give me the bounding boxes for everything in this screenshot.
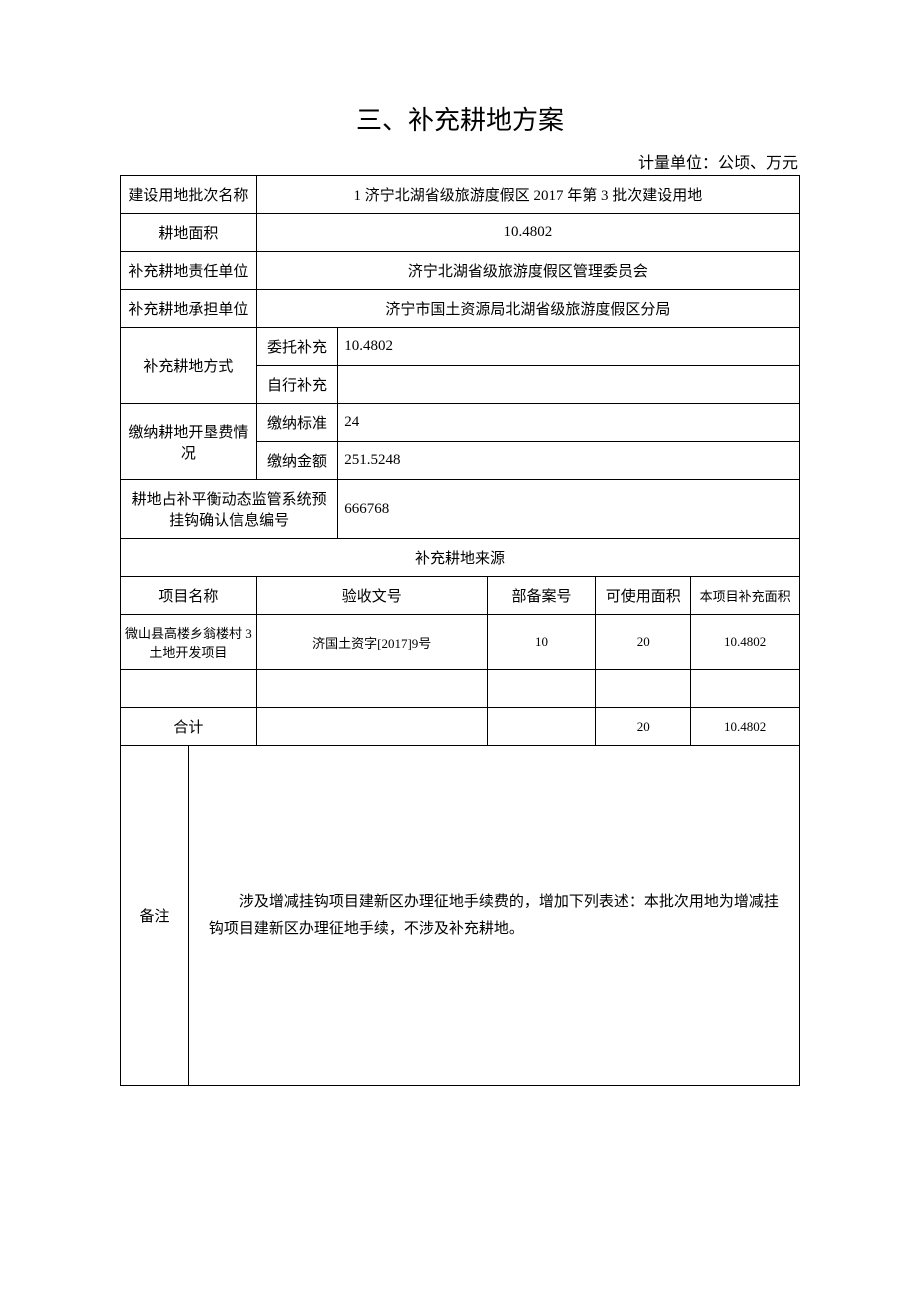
table-row: 补充耕地来源	[121, 539, 800, 577]
table-row: 耕地面积 10.4802	[121, 214, 800, 252]
table-row: 补充耕地方式 委托补充 10.4802	[121, 328, 800, 366]
source-project-1	[121, 670, 257, 708]
total-supplement: 10.4802	[691, 708, 800, 746]
standard-label: 缴纳标准	[256, 404, 337, 442]
table-row: 补充耕地责任单位 济宁北湖省级旅游度假区管理委员会	[121, 252, 800, 290]
document-title: 三、补充耕地方案	[120, 100, 800, 137]
source-supplement-1	[691, 670, 800, 708]
self-value	[338, 366, 800, 404]
amount-label: 缴纳金额	[256, 442, 337, 480]
source-supplement-0: 10.4802	[691, 615, 800, 670]
source-usable-0: 20	[596, 615, 691, 670]
self-label: 自行补充	[256, 366, 337, 404]
entrust-label: 委托补充	[256, 328, 337, 366]
total-doc-no	[256, 708, 487, 746]
area-value: 10.4802	[256, 214, 799, 252]
table-row: 项目名称 验收文号 部备案号 可使用面积 本项目补充面积	[121, 577, 800, 615]
undertake-unit-label: 补充耕地承担单位	[121, 290, 257, 328]
batch-name-value: 1 济宁北湖省级旅游度假区 2017 年第 3 批次建设用地	[256, 176, 799, 214]
reclamation-label: 缴纳耕地开垦费情况	[121, 404, 257, 480]
table-row: 合计 20 10.4802	[121, 708, 800, 746]
undertake-unit-value: 济宁市国土资源局北湖省级旅游度假区分局	[256, 290, 799, 328]
amount-value: 251.5248	[338, 442, 800, 480]
supplement-method-label: 补充耕地方式	[121, 328, 257, 404]
batch-name-label: 建设用地批次名称	[121, 176, 257, 214]
source-doc-no-0: 济国土资字[2017]9号	[256, 615, 487, 670]
col-supplement-area: 本项目补充面积	[691, 577, 800, 615]
col-doc-no: 验收文号	[256, 577, 487, 615]
table-row: 建设用地批次名称 1 济宁北湖省级旅游度假区 2017 年第 3 批次建设用地	[121, 176, 800, 214]
system-id-value: 666768	[338, 480, 800, 539]
table-row: 备注 涉及增减挂钩项目建新区办理征地手续费的，增加下列表述：本批次用地为增减挂钩…	[121, 746, 800, 1086]
source-usable-1	[596, 670, 691, 708]
system-id-label: 耕地占补平衡动态监管系统预挂钩确认信息编号	[121, 480, 338, 539]
remarks-cell: 涉及增减挂钩项目建新区办理征地手续费的，增加下列表述：本批次用地为增减挂钩项目建…	[188, 746, 799, 1086]
responsible-unit-label: 补充耕地责任单位	[121, 252, 257, 290]
table-row	[121, 670, 800, 708]
standard-value: 24	[338, 404, 800, 442]
source-record-no-0: 10	[487, 615, 596, 670]
main-table: 建设用地批次名称 1 济宁北湖省级旅游度假区 2017 年第 3 批次建设用地 …	[120, 175, 800, 1086]
col-project: 项目名称	[121, 577, 257, 615]
source-doc-no-1	[256, 670, 487, 708]
col-record-no: 部备案号	[487, 577, 596, 615]
total-label: 合计	[121, 708, 257, 746]
remarks-label: 备注	[121, 746, 189, 1086]
total-record-no	[487, 708, 596, 746]
col-usable-area: 可使用面积	[596, 577, 691, 615]
remarks-text: 涉及增减挂钩项目建新区办理征地手续费的，增加下列表述：本批次用地为增减挂钩项目建…	[209, 889, 779, 943]
table-row: 补充耕地承担单位 济宁市国土资源局北湖省级旅游度假区分局	[121, 290, 800, 328]
area-label: 耕地面积	[121, 214, 257, 252]
responsible-unit-value: 济宁北湖省级旅游度假区管理委员会	[256, 252, 799, 290]
unit-label: 计量单位：公顷、万元	[120, 149, 800, 173]
entrust-value: 10.4802	[338, 328, 800, 366]
source-header: 补充耕地来源	[121, 539, 800, 577]
source-record-no-1	[487, 670, 596, 708]
table-row: 缴纳耕地开垦费情况 缴纳标准 24	[121, 404, 800, 442]
table-row: 耕地占补平衡动态监管系统预挂钩确认信息编号 666768	[121, 480, 800, 539]
table-row: 微山县高楼乡翁楼村 3 土地开发项目 济国土资字[2017]9号 10 20 1…	[121, 615, 800, 670]
total-usable: 20	[596, 708, 691, 746]
source-project-0: 微山县高楼乡翁楼村 3 土地开发项目	[121, 615, 257, 670]
